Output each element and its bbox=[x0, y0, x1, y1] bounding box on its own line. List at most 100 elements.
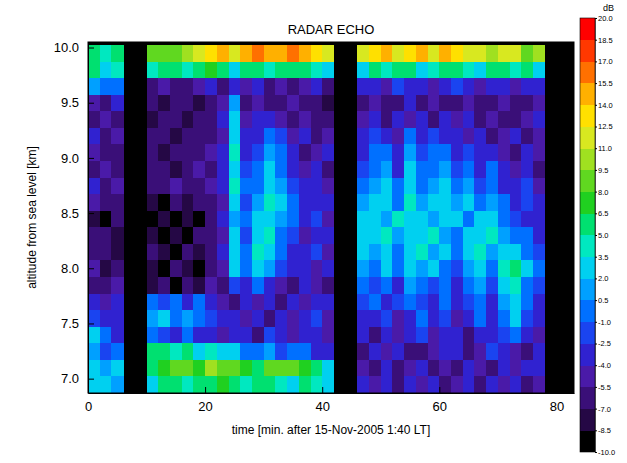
heatmap-cell bbox=[240, 128, 252, 145]
colorbar-tick-mark bbox=[595, 235, 597, 236]
heatmap-cell bbox=[264, 326, 276, 343]
heatmap-cell bbox=[147, 376, 159, 393]
heatmap-cell bbox=[392, 310, 404, 327]
heatmap-cell bbox=[392, 243, 404, 260]
heatmap-cell bbox=[147, 78, 159, 95]
heatmap-cell bbox=[439, 111, 451, 128]
heatmap-cell bbox=[170, 293, 182, 310]
heatmap-cell bbox=[111, 128, 123, 145]
heatmap-cell bbox=[275, 61, 287, 78]
colorbar-swatch bbox=[580, 387, 595, 409]
heatmap-cell bbox=[381, 210, 393, 227]
heatmap-cell bbox=[521, 310, 533, 327]
heatmap-cell bbox=[264, 128, 276, 145]
heatmap-cell bbox=[240, 293, 252, 310]
heatmap-cell bbox=[217, 260, 229, 277]
heatmap-cell bbox=[240, 310, 252, 327]
heatmap-cell bbox=[510, 144, 522, 161]
heatmap-cell bbox=[311, 94, 323, 111]
heatmap-cell bbox=[170, 144, 182, 161]
y-tick-mark bbox=[88, 379, 94, 380]
heatmap-cell bbox=[287, 277, 299, 294]
heatmap-cell bbox=[100, 111, 112, 128]
colorbar-tick-label: 18.5 bbox=[598, 36, 613, 45]
heatmap-cell bbox=[510, 45, 522, 62]
heatmap-cell bbox=[392, 343, 404, 360]
heatmap-cell bbox=[147, 343, 159, 360]
heatmap-cell bbox=[100, 227, 112, 244]
heatmap-cell bbox=[510, 210, 522, 227]
heatmap-cell bbox=[299, 310, 311, 327]
heatmap-cell bbox=[521, 210, 533, 227]
colorbar-tick-mark bbox=[595, 40, 597, 41]
heatmap-cell bbox=[392, 45, 404, 62]
colorbar-tick-label: 11.0 bbox=[598, 144, 612, 153]
heatmap-cell bbox=[451, 61, 463, 78]
colorbar-title: dB bbox=[603, 3, 614, 13]
heatmap-cell bbox=[311, 45, 323, 62]
heatmap-cell bbox=[404, 177, 416, 194]
heatmap-cell bbox=[357, 94, 369, 111]
heatmap-cell bbox=[533, 260, 545, 277]
heatmap-cell bbox=[217, 94, 229, 111]
colorbar-tick: 18.5 bbox=[595, 36, 613, 45]
heatmap-cell bbox=[474, 94, 486, 111]
heatmap-cell bbox=[182, 61, 194, 78]
heatmap-cell bbox=[147, 177, 159, 194]
heatmap-cell bbox=[299, 144, 311, 161]
heatmap-cell bbox=[205, 128, 217, 145]
heatmap-cell bbox=[381, 260, 393, 277]
x-tick-mark bbox=[322, 387, 323, 393]
heatmap-cell bbox=[88, 161, 100, 178]
heatmap-cell bbox=[217, 277, 229, 294]
heatmap-cell bbox=[299, 260, 311, 277]
heatmap-cell bbox=[322, 293, 334, 310]
heatmap-cell bbox=[510, 376, 522, 393]
heatmap-cell bbox=[88, 376, 100, 393]
heatmap-cell bbox=[311, 161, 323, 178]
heatmap-cell bbox=[147, 210, 159, 227]
heatmap-cell bbox=[510, 194, 522, 211]
heatmap-cell bbox=[510, 343, 522, 360]
heatmap-cell bbox=[451, 194, 463, 211]
heatmap-cell bbox=[357, 194, 369, 211]
heatmap-cell bbox=[252, 376, 264, 393]
heatmap-cell bbox=[287, 293, 299, 310]
heatmap-cell bbox=[474, 260, 486, 277]
heatmap-cell bbox=[510, 359, 522, 376]
colorbar-tick-mark bbox=[595, 170, 597, 171]
heatmap-cell bbox=[299, 61, 311, 78]
colorbar-swatch bbox=[580, 344, 595, 366]
heatmap-cell bbox=[229, 144, 241, 161]
heatmap-cell bbox=[111, 194, 123, 211]
colorbar-tick: 3.5 bbox=[595, 253, 608, 262]
heatmap-cell bbox=[404, 243, 416, 260]
heatmap-cell bbox=[182, 161, 194, 178]
heatmap-cell bbox=[369, 78, 381, 95]
colorbar-tick-mark bbox=[595, 105, 597, 106]
heatmap-cell bbox=[392, 359, 404, 376]
heatmap-cell bbox=[205, 326, 217, 343]
heatmap-cell bbox=[533, 194, 545, 211]
heatmap-cell bbox=[147, 260, 159, 277]
colorbar-swatch bbox=[580, 61, 595, 83]
heatmap-cell bbox=[357, 359, 369, 376]
heatmap-cell bbox=[170, 61, 182, 78]
heatmap-cell bbox=[147, 111, 159, 128]
heatmap-cell bbox=[229, 260, 241, 277]
heatmap-cell bbox=[322, 376, 334, 393]
heatmap-cell bbox=[193, 293, 205, 310]
heatmap-cell bbox=[158, 161, 170, 178]
heatmap-cell bbox=[392, 260, 404, 277]
heatmap-cell bbox=[521, 293, 533, 310]
heatmap-cell bbox=[252, 343, 264, 360]
heatmap-cell bbox=[88, 227, 100, 244]
heatmap-cell bbox=[381, 310, 393, 327]
colorbar-tick: -2.5 bbox=[595, 339, 611, 348]
heatmap-cell bbox=[240, 194, 252, 211]
heatmap-cell bbox=[111, 227, 123, 244]
heatmap-cell bbox=[264, 111, 276, 128]
heatmap-cell bbox=[287, 94, 299, 111]
colorbar-tick-mark bbox=[595, 409, 597, 410]
heatmap-cell bbox=[111, 326, 123, 343]
